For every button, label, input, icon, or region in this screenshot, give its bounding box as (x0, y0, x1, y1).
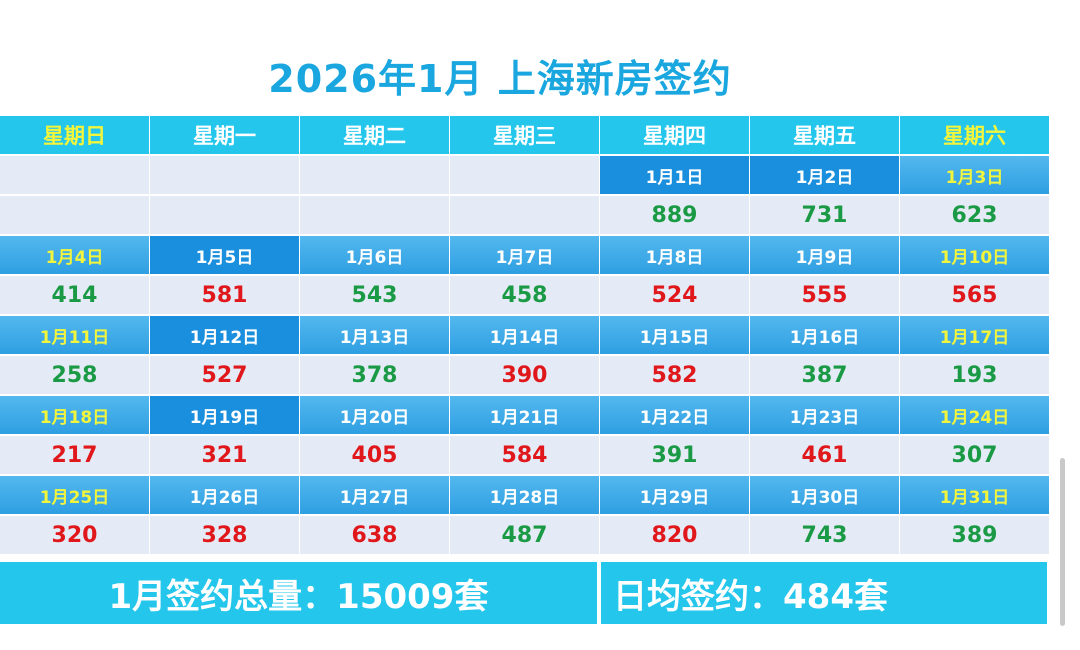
signing-count-cell: 405 (300, 436, 449, 474)
signing-count-cell: 543 (300, 276, 449, 314)
empty-cell (150, 196, 299, 234)
empty-cell (450, 196, 599, 234)
signing-count-cell: 328 (150, 516, 299, 554)
weekday-header: 星期日 (0, 116, 149, 154)
date-cell: 1月28日 (450, 476, 599, 514)
date-cell: 1月19日 (150, 396, 299, 434)
summary-bar: 1月签约总量：15009套 日均签约：484套 (0, 562, 1047, 624)
date-cell: 1月20日 (300, 396, 449, 434)
signing-count-cell: 391 (600, 436, 749, 474)
date-cell: 1月25日 (0, 476, 149, 514)
signing-count-cell: 565 (900, 276, 1049, 314)
date-cell: 1月17日 (900, 316, 1049, 354)
date-cell: 1月21日 (450, 396, 599, 434)
weekday-header: 星期二 (300, 116, 449, 154)
signing-count-cell: 390 (450, 356, 599, 394)
date-cell: 1月3日 (900, 156, 1049, 194)
weekday-header: 星期三 (450, 116, 599, 154)
signing-count-cell: 731 (750, 196, 899, 234)
signing-count-cell: 461 (750, 436, 899, 474)
weekday-header: 星期四 (600, 116, 749, 154)
date-cell: 1月8日 (600, 236, 749, 274)
date-cell: 1月13日 (300, 316, 449, 354)
signing-count-cell: 193 (900, 356, 1049, 394)
weekday-header: 星期五 (750, 116, 899, 154)
signing-count-cell: 387 (750, 356, 899, 394)
daily-average: 日均签约：484套 (601, 562, 1047, 624)
signing-count-cell: 458 (450, 276, 599, 314)
date-cell: 1月12日 (150, 316, 299, 354)
calendar-table: 星期日 星期一 星期二 星期三 星期四 星期五 星期六 1月1日 1月2日 1月3日 889 731 6… (0, 116, 1049, 554)
signing-count-cell: 307 (900, 436, 1049, 474)
empty-cell (0, 196, 149, 234)
date-cell: 1月26日 (150, 476, 299, 514)
date-cell: 1月22日 (600, 396, 749, 434)
date-cell: 1月24日 (900, 396, 1049, 434)
signing-count-cell: 524 (600, 276, 749, 314)
signing-count-cell: 378 (300, 356, 449, 394)
page-title: 2026年1月 上海新房签约 (268, 57, 732, 101)
signing-count-cell: 582 (600, 356, 749, 394)
weekday-header: 星期一 (150, 116, 299, 154)
date-cell: 1月14日 (450, 316, 599, 354)
signing-count-cell: 487 (450, 516, 599, 554)
date-cell: 1月16日 (750, 316, 899, 354)
date-cell: 1月23日 (750, 396, 899, 434)
signing-count-cell: 527 (150, 356, 299, 394)
signing-count-cell: 320 (0, 516, 149, 554)
empty-cell (450, 156, 599, 194)
date-cell: 1月15日 (600, 316, 749, 354)
date-cell: 1月1日 (600, 156, 749, 194)
date-cell: 1月30日 (750, 476, 899, 514)
date-cell: 1月31日 (900, 476, 1049, 514)
signing-count-cell: 389 (900, 516, 1049, 554)
date-cell: 1月7日 (450, 236, 599, 274)
monthly-total: 1月签约总量：15009套 (0, 562, 597, 624)
empty-cell (300, 156, 449, 194)
date-cell: 1月6日 (300, 236, 449, 274)
signing-count-cell: 217 (0, 436, 149, 474)
signing-count-cell: 581 (150, 276, 299, 314)
date-cell: 1月27日 (300, 476, 449, 514)
scrollbar[interactable] (1060, 458, 1065, 626)
empty-cell (150, 156, 299, 194)
signing-count-cell: 555 (750, 276, 899, 314)
signing-count-cell: 584 (450, 436, 599, 474)
date-cell: 1月29日 (600, 476, 749, 514)
signing-count-cell: 321 (150, 436, 299, 474)
empty-cell (300, 196, 449, 234)
signing-count-cell: 414 (0, 276, 149, 314)
date-cell: 1月18日 (0, 396, 149, 434)
empty-cell (0, 156, 149, 194)
signing-count-cell: 889 (600, 196, 749, 234)
signing-count-cell: 623 (900, 196, 1049, 234)
signing-count-cell: 638 (300, 516, 449, 554)
signing-count-cell: 258 (0, 356, 149, 394)
date-cell: 1月9日 (750, 236, 899, 274)
date-cell: 1月2日 (750, 156, 899, 194)
weekday-header: 星期六 (900, 116, 1049, 154)
signing-count-cell: 743 (750, 516, 899, 554)
date-cell: 1月11日 (0, 316, 149, 354)
date-cell: 1月10日 (900, 236, 1049, 274)
signing-count-cell: 820 (600, 516, 749, 554)
date-cell: 1月4日 (0, 236, 149, 274)
date-cell: 1月5日 (150, 236, 299, 274)
